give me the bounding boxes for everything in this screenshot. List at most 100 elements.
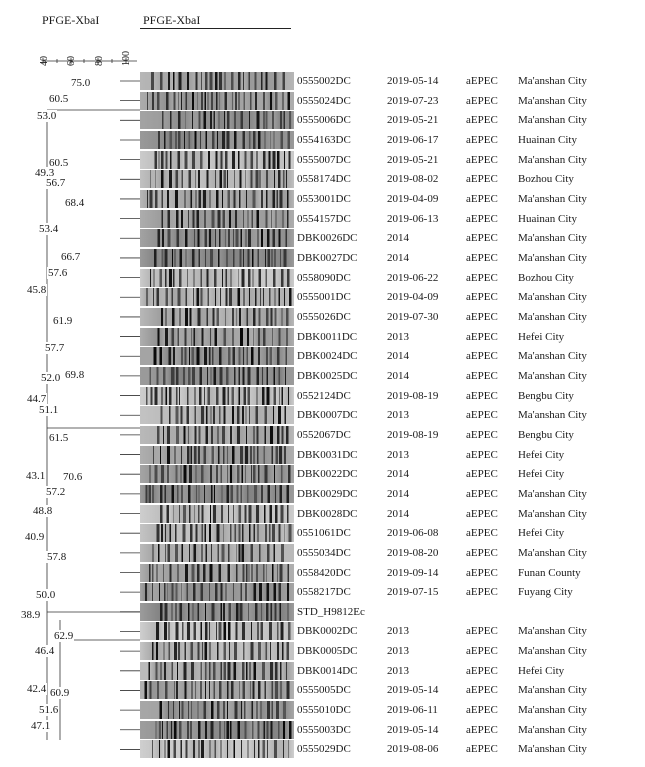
isolate-pathotype: aEPEC [466, 369, 498, 382]
gel-lane [140, 445, 294, 464]
node-label: 62.9 [53, 630, 75, 642]
isolate-date: 2019-05-14 [387, 75, 439, 87]
isolate-pathotype: aEPEC [466, 664, 498, 677]
isolate-row: 0554157DC 2019-06-13 aEPEC Huainan City [0, 209, 645, 229]
isolate-pathotype: aEPEC [466, 743, 498, 756]
isolate-date: 2014 [387, 487, 409, 500]
isolate-date: 2019-08-02 [387, 173, 439, 186]
isolate-row: 0555010DC 2019-06-11 aEPEC Ma'anshan City [0, 700, 645, 720]
isolate-location: Ma'anshan City [518, 723, 587, 736]
gel-lane [140, 701, 294, 720]
isolate-location: Ma'anshan City [518, 625, 587, 638]
gel-lane [140, 661, 294, 680]
isolate-id: DBK0024DC [297, 350, 358, 363]
isolate-row: DBK0007DC 2013 aEPEC Ma'anshan City [0, 405, 645, 425]
isolate-row: DBK0022DC 2014 aEPEC Hefei City [0, 464, 645, 484]
node-label: 60.9 [49, 687, 71, 699]
isolate-location: Ma'anshan City [518, 251, 587, 264]
gel-lane [140, 386, 294, 405]
node-label: 38.9 [20, 609, 42, 621]
isolate-date: 2019-07-30 [387, 310, 439, 323]
isolate-location: Ma'anshan City [518, 546, 587, 559]
gel-lane [140, 740, 294, 759]
node-label: 45.8 [26, 284, 48, 296]
gel-lane [140, 602, 294, 621]
isolate-id: STD_H9812Ec [297, 605, 365, 618]
gel-lane [140, 720, 294, 739]
isolate-row: 0555001DC 2019-04-09 aEPEC Ma'anshan City [0, 287, 645, 307]
node-label: 53.0 [36, 110, 58, 122]
isolate-id: 0555003DC [297, 723, 351, 736]
node-label: 66.7 [60, 251, 82, 263]
isolate-id: DBK0025DC [297, 369, 358, 382]
isolate-id: 0558174DC [297, 173, 351, 186]
isolate-id: DBK0029DC [297, 487, 358, 500]
node-label: 48.8 [32, 505, 54, 517]
isolate-location: Funan County [518, 566, 581, 579]
dendrogram-header: PFGE-XbaI [42, 13, 100, 27]
isolate-id: DBK0002DC [297, 625, 358, 638]
isolate-id: 0555006DC [297, 114, 351, 127]
gel-lane [140, 504, 294, 523]
isolate-date: 2019-06-11 [387, 704, 438, 717]
isolate-row: 0555034DC 2019-08-20 aEPEC Ma'anshan City [0, 543, 645, 563]
isolate-id: 0558217DC [297, 586, 351, 599]
isolate-row: 0558090DC 2019-06-22 aEPEC Bozhou City [0, 268, 645, 288]
gel-lane [140, 170, 294, 189]
gel-lane [140, 524, 294, 543]
isolate-pathotype: aEPEC [466, 625, 498, 638]
isolate-location: Fuyang City [518, 586, 573, 599]
node-label: 52.0 [40, 372, 62, 384]
isolate-location: Ma'anshan City [518, 192, 587, 205]
isolate-row: DBK0005DC 2013 aEPEC Ma'anshan City [0, 641, 645, 661]
isolate-date: 2013 [387, 625, 409, 638]
isolate-row: DBK0002DC 2013 aEPEC Ma'anshan City [0, 621, 645, 641]
isolate-pathotype: aEPEC [466, 527, 498, 540]
isolate-id: 0555005DC [297, 684, 351, 697]
isolate-id: DBK0011DC [297, 330, 358, 343]
gel-lane [140, 642, 294, 661]
isolate-id: 0554163DC [297, 133, 351, 146]
isolate-row: 0558217DC 2019-07-15 aEPEC Fuyang City [0, 582, 645, 602]
isolate-row: 0552067DC 2019-08-19 aEPEC Bengbu City [0, 425, 645, 445]
node-label: 68.4 [64, 197, 86, 209]
isolate-row: DBK0011DC 2013 aEPEC Hefei City [0, 327, 645, 347]
isolate-pathotype: aEPEC [466, 428, 498, 441]
gel-lane [140, 111, 294, 130]
isolate-row: 0551061DC 2019-06-08 aEPEC Hefei City [0, 523, 645, 543]
gel-header: PFGE-XbaI [143, 13, 201, 27]
isolate-date: 2019-09-14 [387, 566, 439, 579]
isolate-date: 2019-04-09 [387, 291, 439, 304]
isolate-row: DBK0028DC 2014 aEPEC Ma'anshan City [0, 504, 645, 524]
node-label: 42.4 [26, 683, 48, 695]
isolate-id: 0555026DC [297, 310, 351, 323]
isolate-id: 0552067DC [297, 428, 351, 441]
isolate-location: Ma'anshan City [518, 704, 587, 717]
isolate-id: 0553001DC [297, 192, 351, 205]
node-label: 69.8 [64, 369, 86, 381]
gel-lane [140, 681, 294, 700]
isolate-pathotype: aEPEC [466, 212, 498, 225]
isolate-date: 2019-08-20 [387, 546, 439, 559]
isolate-date: 2014 [387, 350, 409, 363]
isolate-date: 2014 [387, 507, 409, 520]
isolate-pathotype: aEPEC [466, 251, 498, 264]
isolate-row: STD_H9812Ec [0, 602, 645, 622]
isolate-location: Bozhou City [518, 271, 574, 284]
isolate-row: 0555002DC 2019-05-14 aEPEC Ma'anshan City [0, 71, 645, 91]
node-label: 57.7 [44, 342, 66, 354]
node-label: 61.5 [48, 432, 70, 444]
isolate-date: 2019-08-19 [387, 389, 439, 402]
isolate-pathotype: aEPEC [466, 94, 498, 107]
isolate-date: 2019-04-09 [387, 192, 439, 205]
isolate-row: DBK0031DC 2013 aEPEC Hefei City [0, 445, 645, 465]
isolate-location: Bozhou City [518, 173, 574, 186]
isolate-location: Ma'anshan City [518, 153, 587, 166]
isolate-row: 0554163DC 2019-06-17 aEPEC Huainan City [0, 130, 645, 150]
isolate-row: 0555007DC 2019-05-21 aEPEC Ma'anshan City [0, 150, 645, 170]
gel-lane [140, 189, 294, 208]
isolate-location: Ma'anshan City [518, 684, 587, 697]
isolate-row: 0555006DC 2019-05-21 aEPEC Ma'anshan City [0, 110, 645, 130]
isolate-row: DBK0027DC 2014 aEPEC Ma'anshan City [0, 248, 645, 268]
